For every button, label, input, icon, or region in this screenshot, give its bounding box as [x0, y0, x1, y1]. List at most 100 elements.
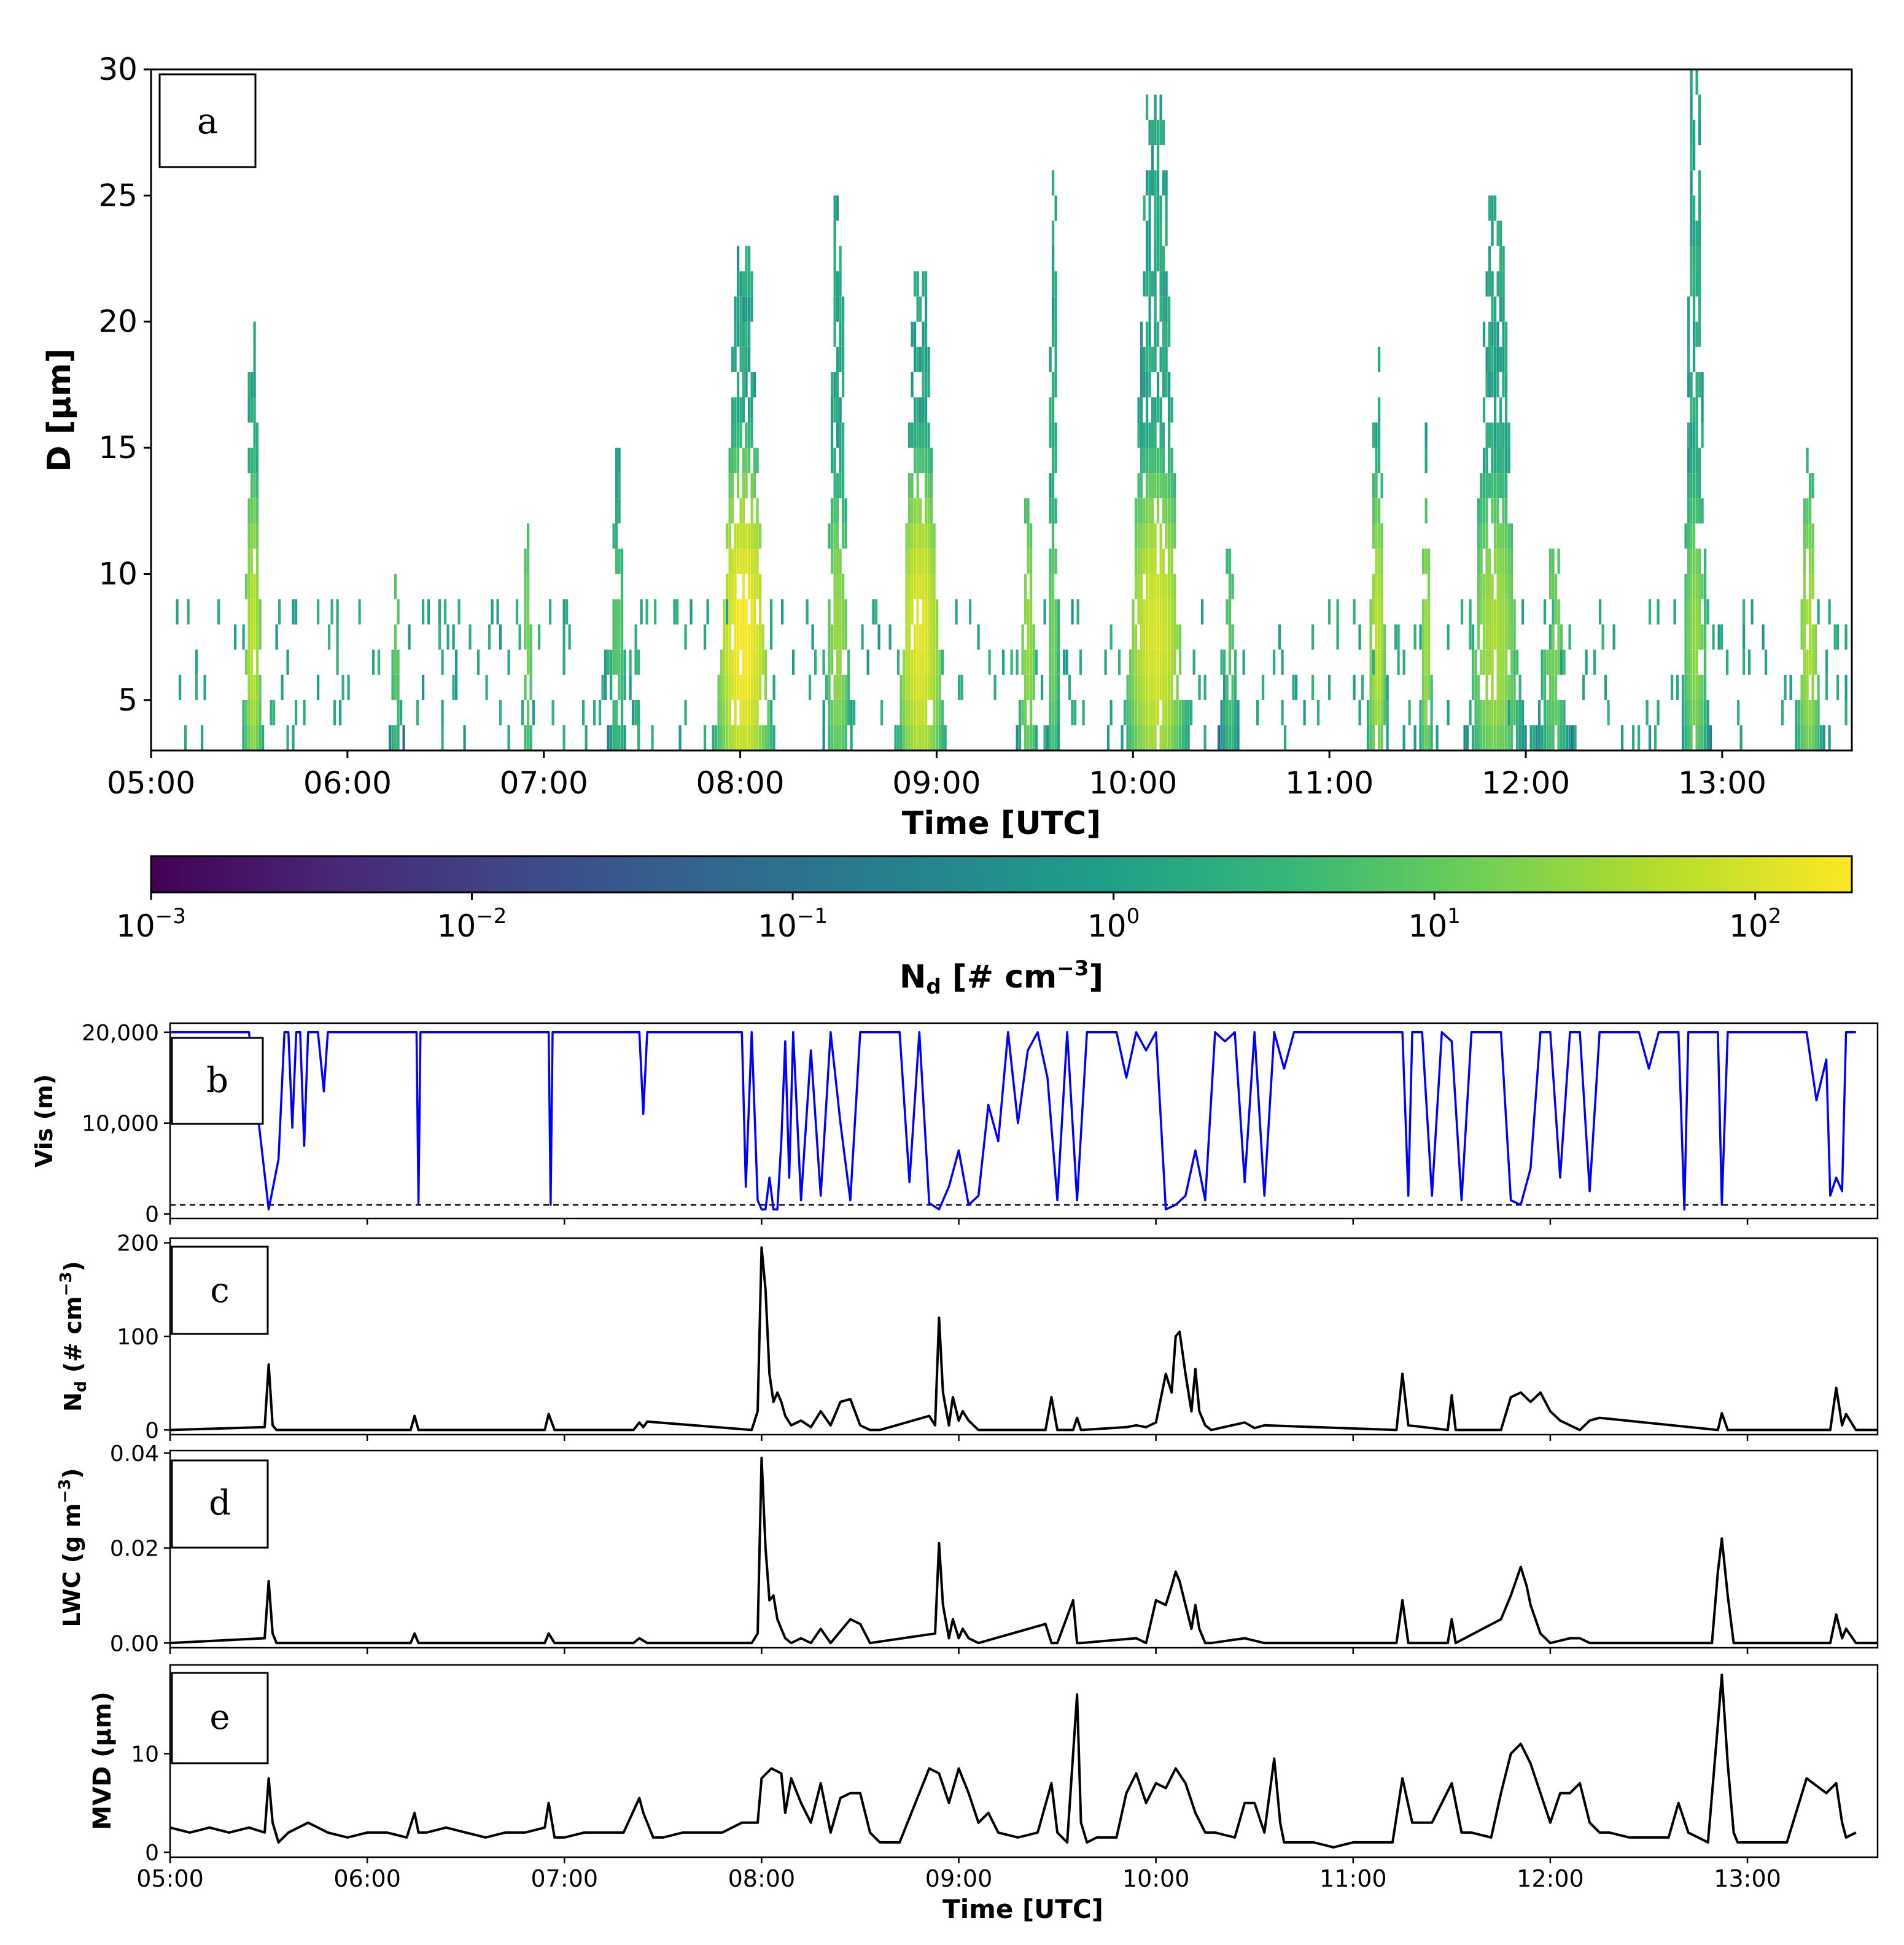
heatmap-cell	[1082, 700, 1085, 725]
heatmap-cell	[1043, 599, 1046, 625]
heatmap-cell	[1165, 624, 1168, 650]
heatmap-cell	[737, 624, 740, 650]
heatmap-cell	[1010, 649, 1013, 675]
heatmap-cell	[1496, 423, 1499, 448]
heatmap-cell	[1488, 246, 1491, 271]
heatmap-cell	[1510, 649, 1513, 675]
heatmap-cell	[1436, 725, 1439, 750]
heatmap-cell	[253, 321, 256, 347]
heatmap-cell	[1146, 397, 1149, 423]
heatmap-cell	[1494, 195, 1497, 221]
heatmap-cell	[1378, 599, 1381, 625]
x-tick-label: 07:00	[531, 1865, 599, 1892]
heatmap-cell	[1375, 649, 1378, 675]
heatmap-cell	[1549, 674, 1552, 700]
heatmap-cell	[1146, 170, 1149, 196]
heatmap-cell	[1162, 725, 1165, 750]
heatmap-cell	[1687, 321, 1690, 347]
heatmap-cell	[1057, 725, 1060, 750]
heatmap-cell	[1173, 498, 1176, 524]
heatmap-cell	[1132, 725, 1135, 750]
heatmap-cell	[745, 372, 748, 397]
heatmap-cell	[1485, 649, 1488, 675]
heatmap-cell	[911, 700, 914, 725]
heatmap-cell	[742, 700, 745, 725]
heatmap-cell	[1784, 674, 1787, 700]
heatmap-cell	[836, 674, 839, 700]
heatmap-cell	[728, 523, 731, 549]
heatmap-cell	[1485, 624, 1488, 650]
heatmap-cell	[737, 397, 740, 423]
heatmap-cell	[1021, 700, 1024, 725]
heatmap-cell	[251, 548, 254, 574]
heatmap-cell	[1054, 674, 1057, 700]
heatmap-cell	[1052, 624, 1055, 650]
heatmap-cell	[1135, 498, 1138, 524]
heatmap-cell	[397, 700, 400, 725]
heatmap-cell	[253, 574, 256, 599]
heatmap-cell	[844, 523, 847, 549]
heatmap-cell	[925, 649, 928, 675]
heatmap-cell	[1146, 372, 1149, 397]
heatmap-cell	[1162, 170, 1165, 196]
heatmap-cell	[936, 599, 939, 625]
heatmap-cell	[1361, 674, 1364, 700]
heatmap-cell	[1803, 624, 1806, 650]
heatmap-cell	[1159, 624, 1162, 650]
heatmap-cell	[1079, 649, 1082, 675]
y-tick-label: 0	[145, 1841, 159, 1866]
heatmap-cell	[914, 397, 917, 423]
heatmap-cell	[1226, 725, 1229, 750]
heatmap-cell	[1488, 599, 1491, 625]
heatmap-cell	[1800, 624, 1803, 650]
heatmap-cell	[623, 674, 626, 700]
heatmap-cell	[1698, 120, 1701, 146]
heatmap-cell	[750, 674, 753, 700]
heatmap-cell	[728, 649, 731, 675]
heatmap-cell	[1491, 574, 1494, 599]
heatmap-cell	[720, 674, 723, 700]
heatmap-cell	[1499, 397, 1502, 423]
heatmap-cell	[1170, 624, 1173, 650]
heatmap-cell	[1143, 498, 1146, 524]
heatmap-cell	[1140, 321, 1143, 347]
heatmap-cell	[247, 523, 251, 549]
heatmap-cell	[295, 700, 298, 725]
heatmap-cell	[1154, 271, 1157, 297]
heatmap-cell	[1165, 523, 1168, 549]
heatmap-cell	[1242, 649, 1245, 675]
y-tick-label: 10	[98, 556, 138, 591]
heatmap-cell	[1154, 195, 1157, 221]
heatmap-cell	[562, 649, 565, 675]
heatmap-cell	[1582, 674, 1585, 700]
heatmap-cell	[767, 725, 770, 750]
heatmap-cell	[1499, 473, 1502, 499]
heatmap-cell	[737, 271, 740, 297]
heatmap-cell	[842, 296, 845, 322]
heatmap-cell	[1030, 548, 1033, 574]
heatmap-cell	[253, 523, 256, 549]
heatmap-cell	[916, 649, 919, 675]
heatmap-cell	[317, 599, 320, 625]
panel-e-y-axis: 010	[131, 1742, 170, 1866]
heatmap-cell	[618, 498, 621, 524]
heatmap-cell	[1143, 448, 1146, 474]
heatmap-cell	[927, 423, 930, 448]
heatmap-cell	[1593, 649, 1596, 675]
heatmap-cell	[831, 372, 834, 397]
heatmap-cell	[599, 700, 602, 725]
x-tick-label: 06:00	[303, 765, 392, 801]
heatmap-cell	[1844, 674, 1848, 700]
heatmap-cell	[1027, 624, 1030, 650]
heatmap-cell	[1687, 700, 1690, 725]
heatmap-cell	[1173, 523, 1176, 549]
heatmap-cell	[1148, 498, 1151, 524]
heatmap-cell	[1693, 220, 1696, 246]
heatmap-cell	[739, 725, 742, 750]
heatmap-cell	[905, 599, 908, 625]
panel-d-frame	[169, 1449, 1879, 1649]
heatmap-cell	[922, 624, 925, 650]
heatmap-cell	[969, 599, 972, 625]
heatmap-cell	[1049, 498, 1052, 524]
heatmap-cell	[1281, 649, 1284, 675]
